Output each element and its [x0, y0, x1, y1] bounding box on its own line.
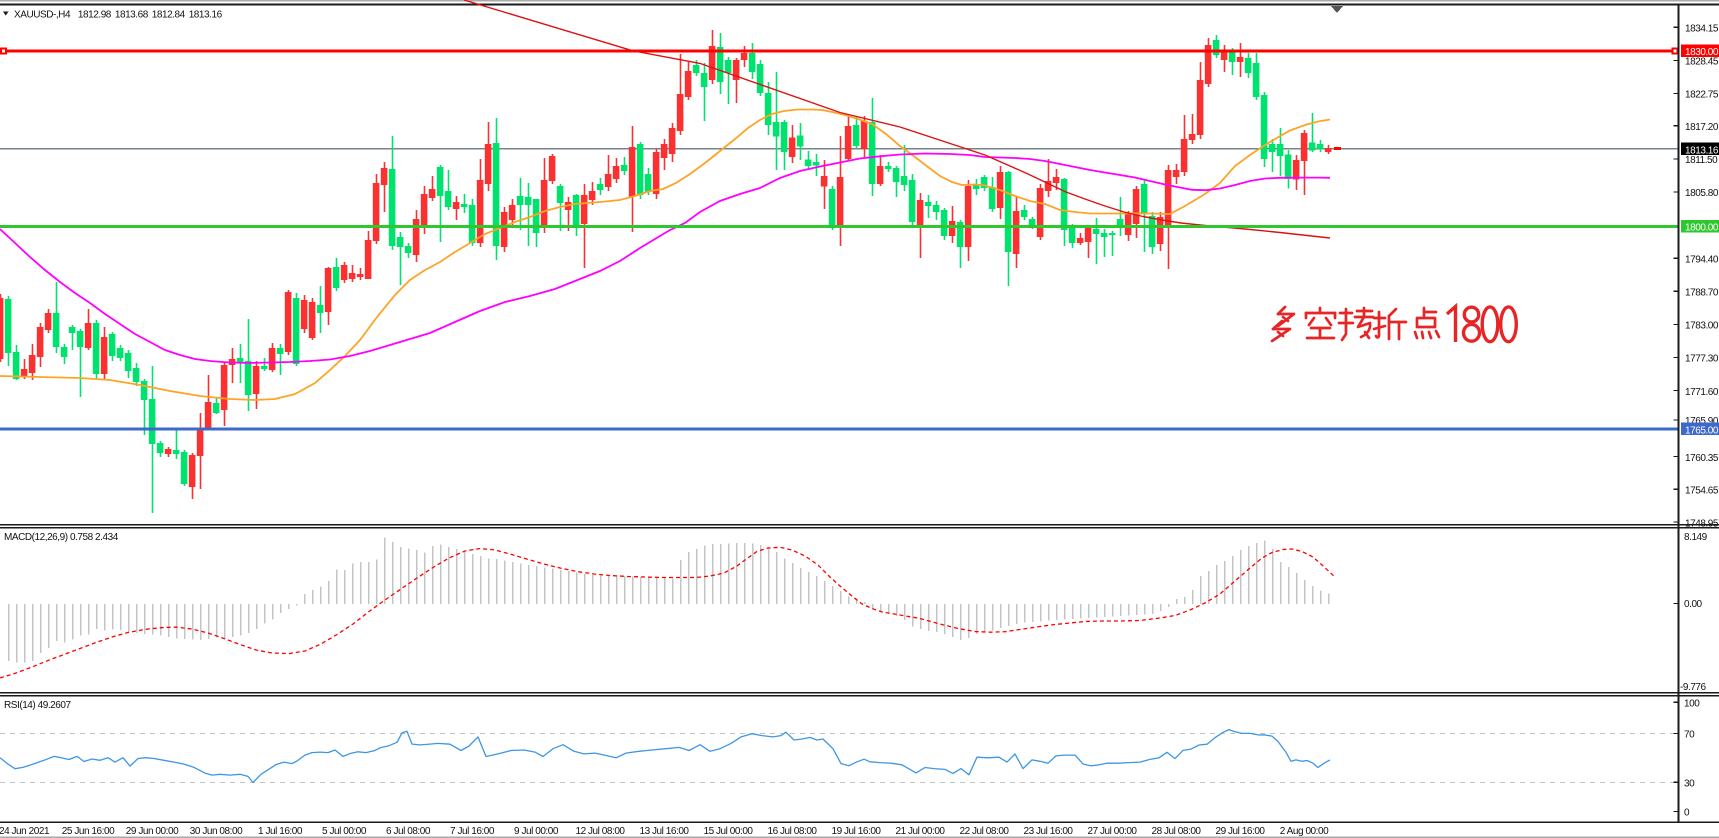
svg-text:9 Jul 00:00: 9 Jul 00:00 [514, 826, 559, 837]
svg-text:1771.60: 1771.60 [1685, 387, 1719, 398]
svg-text:1760.35: 1760.35 [1685, 453, 1719, 464]
svg-text:27 Jul 00:00: 27 Jul 00:00 [1087, 826, 1137, 837]
svg-text:1777.30: 1777.30 [1685, 354, 1719, 365]
svg-text:0: 0 [1684, 808, 1690, 819]
svg-text:7 Jul 16:00: 7 Jul 16:00 [450, 826, 495, 837]
svg-text:30: 30 [1684, 779, 1695, 790]
svg-text:1822.75: 1822.75 [1685, 90, 1719, 101]
svg-text:13 Jul 16:00: 13 Jul 16:00 [639, 826, 689, 837]
svg-text:1754.65: 1754.65 [1685, 485, 1719, 496]
svg-text:1817.20: 1817.20 [1685, 122, 1719, 133]
svg-text:21 Jul 00:00: 21 Jul 00:00 [895, 826, 945, 837]
svg-text:29 Jul 16:00: 29 Jul 16:00 [1215, 826, 1265, 837]
svg-text:8.149: 8.149 [1684, 532, 1708, 543]
svg-text:30 Jun 08:00: 30 Jun 08:00 [190, 826, 243, 837]
svg-text:28 Jul 08:00: 28 Jul 08:00 [1151, 826, 1201, 837]
svg-text:1748.95: 1748.95 [1685, 518, 1719, 529]
svg-text:12 Jul 08:00: 12 Jul 08:00 [575, 826, 625, 837]
svg-text:2 Aug 00:00: 2 Aug 00:00 [1280, 826, 1329, 837]
svg-text:0.00: 0.00 [1684, 599, 1703, 610]
svg-text:1 Jul 16:00: 1 Jul 16:00 [258, 826, 303, 837]
svg-text:23 Jul 16:00: 23 Jul 16:00 [1023, 826, 1073, 837]
svg-text:100: 100 [1684, 698, 1700, 709]
svg-text:22 Jul 08:00: 22 Jul 08:00 [959, 826, 1009, 837]
svg-text:29 Jun 00:00: 29 Jun 00:00 [126, 826, 179, 837]
svg-text:1794.40: 1794.40 [1685, 254, 1719, 265]
svg-text:19 Jul 16:00: 19 Jul 16:00 [831, 826, 881, 837]
svg-text:1828.45: 1828.45 [1685, 57, 1719, 68]
svg-text:1765.00: 1765.00 [1685, 425, 1719, 436]
svg-text:XAUUSD-,H4 1812.98 1813.68 18: XAUUSD-,H4 1812.98 1813.68 1812.84 1813.… [14, 10, 223, 21]
svg-text:5 Jul 00:00: 5 Jul 00:00 [322, 826, 367, 837]
svg-text:15 Jul 00:00: 15 Jul 00:00 [703, 826, 753, 837]
svg-text:70: 70 [1684, 730, 1695, 741]
svg-text:1830.00: 1830.00 [1685, 47, 1719, 58]
svg-text:16 Jul 08:00: 16 Jul 08:00 [767, 826, 817, 837]
svg-text:1805.80: 1805.80 [1685, 188, 1719, 199]
svg-text:24 Jun 2021: 24 Jun 2021 [0, 826, 50, 837]
svg-text:25 Jun 16:00: 25 Jun 16:00 [62, 826, 115, 837]
svg-text:RSI(14) 49.2607: RSI(14) 49.2607 [4, 700, 72, 711]
svg-text:1813.16: 1813.16 [1685, 145, 1719, 156]
svg-text:-9.776: -9.776 [1680, 682, 1707, 693]
svg-text:1788.70: 1788.70 [1685, 288, 1719, 299]
svg-text:1834.15: 1834.15 [1685, 24, 1719, 35]
svg-text:1800.00: 1800.00 [1685, 223, 1719, 234]
svg-text:MACD(12,26,9) 0.758 2.434: MACD(12,26,9) 0.758 2.434 [4, 532, 119, 543]
svg-text:1783.00: 1783.00 [1685, 321, 1719, 332]
svg-text:6 Jul 08:00: 6 Jul 08:00 [386, 826, 431, 837]
svg-text:1811.50: 1811.50 [1685, 155, 1718, 166]
svg-text:1765.90: 1765.90 [1685, 416, 1719, 427]
